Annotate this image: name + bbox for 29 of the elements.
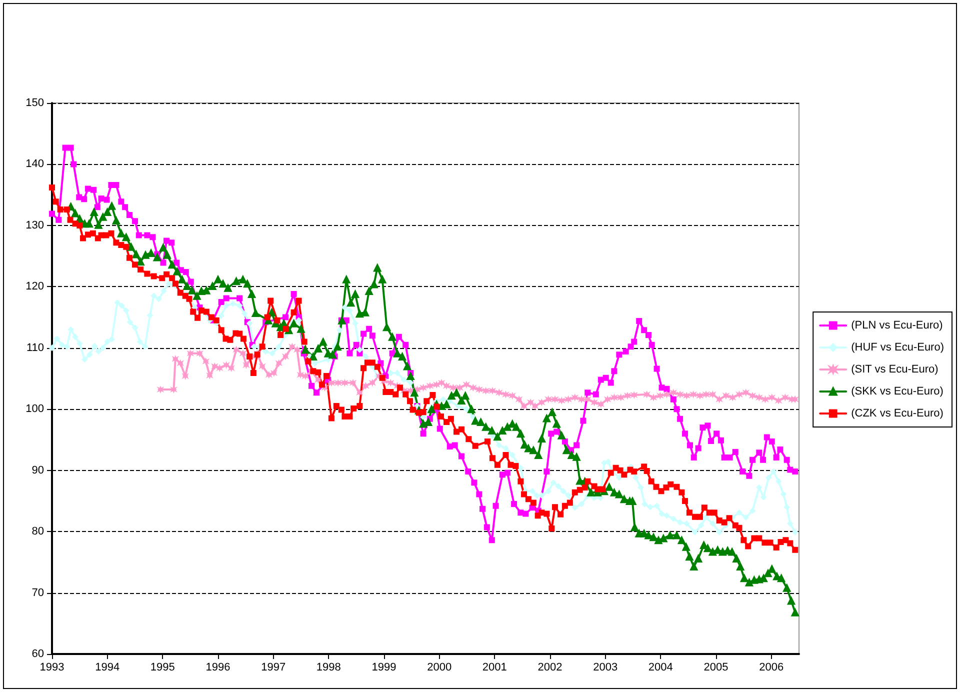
x-tick-label: 2006 (759, 662, 784, 674)
legend-label: (SKK vs Ecu-Euro) (851, 386, 944, 398)
x-tick-label: 1998 (316, 662, 341, 674)
x-tick-label: 1996 (206, 662, 230, 674)
x-tick-label: 1994 (95, 662, 120, 674)
x-tick-label: 2004 (648, 662, 673, 674)
legend-label: (CZK vs Ecu-Euro) (851, 408, 944, 420)
x-tick-label: 2005 (704, 662, 728, 674)
x-tick-label: 1999 (372, 662, 396, 674)
x-tick-label: 1995 (150, 662, 175, 674)
x-tick-label: 2003 (593, 662, 618, 674)
legend-label: (SIT vs Ecu-Euro) (851, 364, 938, 376)
y-tick-label: 80 (32, 526, 44, 538)
y-tick-label: 110 (26, 342, 44, 354)
y-tick-label: 120 (26, 280, 44, 293)
y-tick-label: 150 (26, 97, 44, 109)
x-tick-label: 2000 (427, 662, 452, 674)
y-tick-label: 90 (32, 464, 44, 476)
y-tick-label: 130 (26, 219, 44, 232)
x-tick-label: 1993 (40, 662, 64, 674)
y-tick-label: 70 (32, 586, 44, 599)
x-tick-label: 1997 (261, 662, 286, 674)
x-tick-label: 2002 (538, 662, 562, 674)
legend-label: (HUF vs Ecu-Euro) (851, 342, 944, 354)
y-tick-label: 60 (32, 648, 44, 660)
y-tick-label: 100 (26, 403, 44, 416)
legend-label: (PLN vs Ecu-Euro) (851, 320, 943, 332)
x-tick-label: 2001 (482, 662, 507, 674)
y-tick-label: 140 (26, 158, 44, 170)
